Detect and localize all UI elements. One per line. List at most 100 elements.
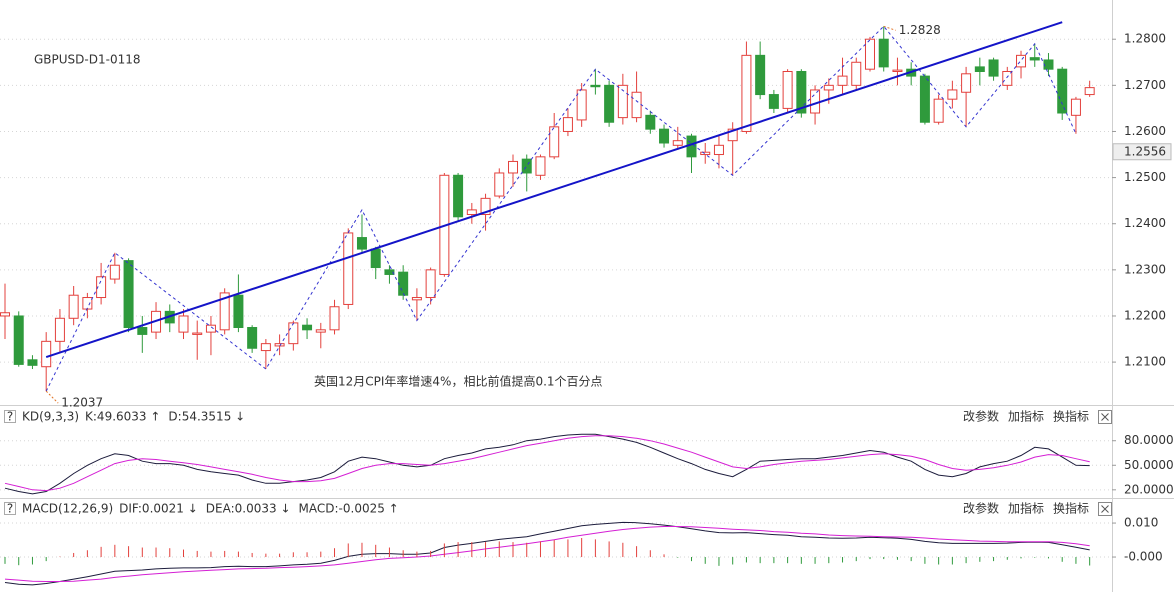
candle-body xyxy=(178,315,189,333)
candle-body xyxy=(508,160,519,174)
last-price-label: 1.2556 xyxy=(1124,144,1166,158)
candle-body xyxy=(1043,59,1054,70)
candle-body xyxy=(453,174,464,218)
candle-body xyxy=(260,343,271,352)
help-icon xyxy=(4,410,16,423)
legend-entry: DEA:0.0033 ↓ xyxy=(206,502,291,516)
candle-body xyxy=(274,343,285,347)
close-icon xyxy=(1101,413,1109,421)
candle-body xyxy=(727,128,738,142)
candle-body xyxy=(659,128,670,144)
candle-body xyxy=(851,61,862,86)
candle-body xyxy=(837,75,848,86)
indicator-line xyxy=(4,433,1090,495)
toolbar-button[interactable]: 加指标 xyxy=(1008,409,1044,424)
panel-title: KD(9,3,3) xyxy=(22,410,79,424)
candle-body xyxy=(892,69,903,72)
toolbar-button[interactable]: 换指标 xyxy=(1053,501,1089,516)
candle-body xyxy=(700,151,711,156)
candle-body xyxy=(123,260,134,329)
y-tick-label: 1.2100 xyxy=(1124,355,1166,369)
candle-body xyxy=(13,315,24,365)
candle-body xyxy=(219,292,230,331)
y-tick-label: 1.2700 xyxy=(1124,78,1166,92)
candle-body xyxy=(0,312,10,317)
candle-body xyxy=(411,297,422,301)
chart-title: GBPUSD-D1-0118 xyxy=(34,53,140,67)
candle-body xyxy=(205,324,216,333)
price-label: 1.2828 xyxy=(899,23,941,37)
candle-body xyxy=(1070,98,1081,116)
candle-body xyxy=(27,359,38,366)
candle-body xyxy=(329,306,340,331)
candle-body xyxy=(494,172,505,197)
y-tick-label: 1.2800 xyxy=(1124,32,1166,46)
candle-body xyxy=(466,209,477,215)
help-icon-text: ? xyxy=(7,502,13,516)
y-tick-label: 1.2400 xyxy=(1124,216,1166,230)
legend-entry: MACD:-0.0025 ↑ xyxy=(299,502,399,516)
candle-body xyxy=(919,75,930,123)
candle-body xyxy=(233,294,244,329)
candle-body xyxy=(755,54,766,96)
legend-entry: D:54.3515 ↓ xyxy=(168,410,245,424)
indicator-line xyxy=(4,521,1090,586)
help-icon xyxy=(4,502,16,515)
candle-body xyxy=(604,84,615,123)
indicator-line xyxy=(4,435,1090,492)
candle-body xyxy=(343,232,354,305)
candle-body xyxy=(782,70,793,109)
candle-body xyxy=(68,294,79,319)
candle-body xyxy=(384,269,395,275)
candle-body xyxy=(796,70,807,114)
candle-body xyxy=(109,264,120,280)
y-tick-label: 1.2200 xyxy=(1124,308,1166,322)
candle-body xyxy=(947,89,958,100)
y-tick-label: 1.2600 xyxy=(1124,124,1166,138)
candle-body xyxy=(810,89,821,114)
toolbar-button[interactable]: 改参数 xyxy=(963,501,999,516)
candle-body xyxy=(96,276,107,299)
legend-entry: K:49.6033 ↑ xyxy=(85,410,160,424)
toolbar-button[interactable]: 改参数 xyxy=(963,409,999,424)
candle-body xyxy=(864,38,875,70)
toolbar-button[interactable]: 加指标 xyxy=(1008,501,1044,516)
candle-body xyxy=(933,98,944,123)
y-tick-label: 80.0000 xyxy=(1124,433,1174,447)
candle-body xyxy=(1084,87,1095,96)
candle-body xyxy=(54,317,65,342)
candle-body xyxy=(672,140,683,146)
candle-body xyxy=(82,297,93,310)
help-icon-text: ? xyxy=(7,410,13,424)
price-marker xyxy=(45,390,59,404)
candle-body xyxy=(1057,68,1068,114)
candle-body xyxy=(741,54,752,132)
candle-body xyxy=(617,84,628,119)
candle-body xyxy=(1002,70,1013,86)
candle-body xyxy=(370,248,381,269)
candle-body xyxy=(288,322,299,345)
candle-body xyxy=(41,340,52,368)
candle-body xyxy=(356,237,367,250)
candle-body xyxy=(1029,57,1040,61)
y-tick-label: 50.0000 xyxy=(1124,458,1174,472)
candle-body xyxy=(562,117,573,132)
candle-body xyxy=(549,126,560,158)
candle-body xyxy=(247,327,258,349)
last-price-box xyxy=(1112,143,1172,161)
candle-body xyxy=(768,94,779,109)
candle-body xyxy=(302,324,313,331)
candle-body xyxy=(961,73,972,93)
candle-body xyxy=(480,197,491,215)
legend-entry: DIF:0.0021 ↓ xyxy=(119,502,198,516)
y-tick-label: 20.0000 xyxy=(1124,482,1174,496)
price-label: 1.2037 xyxy=(61,396,103,410)
toolbar-button[interactable]: 换指标 xyxy=(1053,409,1089,424)
y-tick-label: 1.2300 xyxy=(1124,262,1166,276)
candle-body xyxy=(425,269,436,299)
news-headline: 英国12月CPI年率增速4%，相比前值提高0.1个百分点 xyxy=(314,374,603,389)
candle-body xyxy=(645,114,656,130)
candle-body xyxy=(137,327,148,335)
